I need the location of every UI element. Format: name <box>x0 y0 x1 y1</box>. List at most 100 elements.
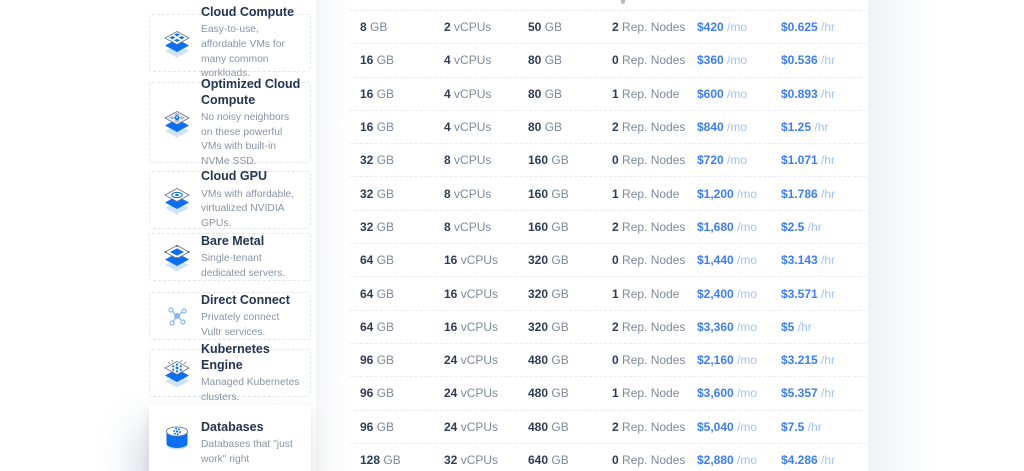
ram: 64 <box>360 286 374 301</box>
sidebar-item-optimized-cloud-compute[interactable]: Optimized Cloud Compute No noisy neighbo… <box>149 77 311 167</box>
storage: 80 <box>528 120 542 135</box>
ram: 96 <box>360 353 374 368</box>
hourly-price-cell: $5.357 /hr <box>781 386 866 400</box>
monthly-unit: /mo <box>737 219 758 234</box>
replica-nodes-cell: 1 Rep. Node <box>612 287 697 301</box>
monthly-price-cell: $3,600 /mo <box>697 386 781 400</box>
storage-unit: GB <box>544 120 563 135</box>
sidebar-item-description: Managed Kubernetes clusters. <box>201 377 300 403</box>
monthly-price-cell: $1,440 /mo <box>697 253 781 267</box>
replicas-unit: Rep. Node <box>622 386 680 401</box>
ram: 128 <box>360 453 381 467</box>
vcpus-unit: vCPUs <box>460 419 499 434</box>
storage-cell: 160 GB <box>528 187 612 201</box>
hourly-unit: /hr <box>807 219 822 234</box>
monthly: $840 <box>697 120 724 135</box>
hourly: $0.536 <box>781 53 818 68</box>
hourly: $1.071 <box>781 153 818 168</box>
sidebar-item-title: Bare Metal <box>201 233 265 248</box>
monthly: $1,440 <box>697 253 734 268</box>
plan-row: 8 GB 2 vCPUs 50 GB 2 Rep. Nodes $420 /mo… <box>350 10 866 43</box>
sidebar-item-direct-connect[interactable]: Direct Connect Privately connect Vultr s… <box>149 292 311 340</box>
monthly-price-cell: $840 /mo <box>697 120 781 134</box>
hourly-price-cell: $1.786 /hr <box>781 187 866 201</box>
vcpus: 8 <box>444 219 451 234</box>
storage: 160 <box>528 219 549 234</box>
monthly: $600 <box>697 86 724 101</box>
replica-nodes-cell: 1 Rep. Node <box>612 386 697 400</box>
hourly-price-cell: $3.215 /hr <box>781 353 866 367</box>
storage-cell: 320 GB <box>528 287 612 301</box>
storage-unit: GB <box>544 20 563 35</box>
optimized-cloud-compute-icon <box>160 106 194 140</box>
monthly-unit: /mo <box>737 386 758 401</box>
replica-nodes-cell: 2 Rep. Nodes <box>612 320 697 334</box>
vcpus: 16 <box>444 319 458 334</box>
hourly-unit: /hr <box>821 453 836 467</box>
ram-cell: 32 GB <box>360 220 444 234</box>
cloud-gpu-icon <box>160 183 194 217</box>
ram-cell: 64 GB <box>360 287 444 301</box>
monthly-unit: /mo <box>727 86 748 101</box>
hourly-unit: /hr <box>821 20 836 35</box>
vcpus-unit: vCPUs <box>460 253 499 268</box>
ram-unit: GB <box>376 419 395 434</box>
storage: 320 <box>528 286 549 301</box>
replicas-unit: Rep. Node <box>622 186 680 201</box>
hourly: $5.357 <box>781 386 818 401</box>
storage-unit: GB <box>544 86 563 101</box>
cloud-compute-icon <box>160 26 194 60</box>
ram-unit: GB <box>376 186 395 201</box>
hourly-unit: /hr <box>797 319 812 334</box>
storage: 50 <box>528 20 542 35</box>
ram-unit: GB <box>370 20 388 35</box>
storage: 160 <box>528 153 549 168</box>
monthly: $3,360 <box>697 319 734 334</box>
sidebar-item-cloud-gpu[interactable]: Cloud GPU VMs with affordable, virtualiz… <box>149 169 311 229</box>
replicas-unit: Rep. Node <box>622 286 680 301</box>
plan-row: 32 GB 8 vCPUs 160 GB 1 Rep. Node $1,200 … <box>350 176 866 209</box>
replica-nodes-cell: 0 Rep. Nodes <box>612 53 697 67</box>
sidebar-item-bare-metal[interactable]: Bare Metal Single-tenant dedicated serve… <box>149 233 311 281</box>
sidebar-item-cloud-compute[interactable]: Cloud Compute Easy-to-use, affordable VM… <box>149 5 311 79</box>
monthly-unit: /mo <box>737 319 758 334</box>
hourly-price-cell: $3.571 /hr <box>781 287 866 301</box>
monthly: $1,200 <box>697 186 734 201</box>
replica-nodes-cell: 1 Rep. Node <box>612 87 697 101</box>
ram-cell: 96 GB <box>360 420 444 434</box>
vcpus-unit: vCPUs <box>454 20 492 35</box>
replica-nodes-cell: 1 Rep. Node <box>612 187 697 201</box>
hourly-unit: /hr <box>821 186 836 201</box>
left-gradient-band <box>316 0 352 471</box>
plan-row: 96 GB 24 vCPUs 480 GB 0 Rep. Nodes $2,16… <box>350 342 866 376</box>
replicas-unit: Rep. Nodes <box>622 353 686 368</box>
vcpus: 8 <box>444 186 451 201</box>
vcpu-cell: 16 vCPUs <box>444 320 528 334</box>
storage-unit: GB <box>551 286 569 301</box>
ram-cell: 128 GB <box>360 453 444 467</box>
monthly: $3,600 <box>697 386 734 401</box>
vcpus-unit: vCPUs <box>460 286 499 301</box>
replicas: 1 <box>612 86 619 101</box>
vcpus-unit: vCPUs <box>460 319 499 334</box>
vcpus-unit: vCPUs <box>460 353 499 368</box>
sidebar-item-databases[interactable]: Databases Databases that "just work" rig… <box>149 405 311 471</box>
storage: 480 <box>528 386 549 401</box>
monthly-unit: /mo <box>727 53 748 68</box>
vcpu-cell: 4 vCPUs <box>444 53 528 67</box>
direct-connect-icon <box>160 299 194 333</box>
monthly-unit: /mo <box>737 186 758 201</box>
storage-unit: GB <box>551 319 569 334</box>
sidebar-item-title: Direct Connect <box>201 292 290 307</box>
vcpus-unit: vCPUs <box>460 453 499 467</box>
replicas-unit: Rep. Nodes <box>622 20 686 35</box>
replicas: 2 <box>612 219 619 234</box>
ram: 8 <box>360 20 367 35</box>
vcpus: 2 <box>444 20 451 35</box>
sidebar-item-kubernetes-engine[interactable]: Kubernetes Engine Managed Kubernetes clu… <box>149 342 311 403</box>
hourly-unit: /hr <box>821 286 836 301</box>
sidebar-item-title: Optimized Cloud Compute <box>201 76 301 107</box>
storage-cell: 160 GB <box>528 153 612 167</box>
vcpus: 16 <box>444 286 458 301</box>
cut-off-content <box>621 0 625 4</box>
